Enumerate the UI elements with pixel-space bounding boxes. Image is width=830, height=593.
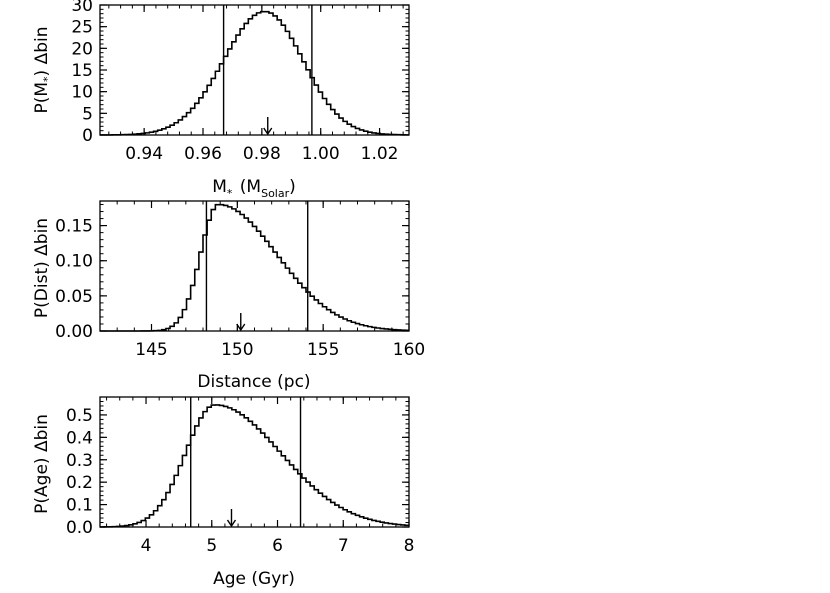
x-tick-label: 6 <box>272 536 283 556</box>
x-tick-label: 4 <box>141 536 152 556</box>
y-axis-label: P(M*) Δbin <box>32 26 54 113</box>
y-tick-label: 30 <box>71 0 93 16</box>
y-tick-label: 0.2 <box>66 473 93 493</box>
y-tick-label: 15 <box>71 61 93 81</box>
y-tick-label: 5 <box>82 104 93 124</box>
y-tick-label: 20 <box>71 39 93 59</box>
x-tick-label: 1.00 <box>302 144 340 164</box>
y-tick-label: 0.15 <box>55 217 93 237</box>
best-value-arrow-head <box>236 323 246 332</box>
distance-histogram-panel: 145 150 155 160 0.00 0.05 0.10 0.15 Distance (p… <box>32 200 425 392</box>
x-tick-label: 0.98 <box>243 144 281 164</box>
x-tick-label: 155 <box>307 340 339 360</box>
histogram-steps <box>100 404 409 528</box>
y-tick-label: 10 <box>71 83 93 103</box>
age-histogram-panel: 4 5 6 7 8 0.00.1 0.20.3 0.40.5 Age (Gyr) P(Age)… <box>32 396 415 589</box>
y-tick-label: 0.05 <box>55 287 93 307</box>
y-tick-label: 0.00 <box>55 322 93 342</box>
x-axis-label: Age (Gyr) <box>213 569 295 589</box>
y-tick-label: 0.5 <box>66 406 93 426</box>
x-tick-label: 150 <box>221 340 253 360</box>
histogram-steps <box>100 203 409 332</box>
y-axis-label: P(Age) Δbin <box>32 414 52 514</box>
plot-frame <box>99 200 410 332</box>
y-tick-label: 0.4 <box>66 428 93 448</box>
x-tick-label: 160 <box>393 340 425 360</box>
y-tick-label: 0.10 <box>55 252 93 272</box>
y-tick-label: 0.1 <box>66 496 93 516</box>
x-tick-label: 1.02 <box>361 144 399 164</box>
x-tick-label: 7 <box>338 536 349 556</box>
y-axis-label: P(Dist) Δbin <box>32 218 52 318</box>
y-tick-label: 25 <box>71 18 93 38</box>
x-tick-label: 8 <box>404 536 415 556</box>
best-value-arrow-head <box>263 127 273 136</box>
plot-frame <box>99 396 410 528</box>
y-tick-label: 0.3 <box>66 451 93 471</box>
plot-frame <box>99 4 410 136</box>
x-tick-label: 5 <box>206 536 217 556</box>
x-tick-label: 0.94 <box>125 144 163 164</box>
x-axis-label: M* (MSolar) <box>212 177 296 200</box>
x-tick-label: 0.96 <box>184 144 222 164</box>
x-axis-label: Distance (pc) <box>197 372 310 392</box>
x-tick-label: 145 <box>135 340 167 360</box>
y-tick-label: 0 <box>82 126 93 146</box>
y-tick-label: 0.0 <box>66 518 93 538</box>
best-value-arrow-head <box>226 519 237 528</box>
histogram-steps <box>100 10 409 136</box>
